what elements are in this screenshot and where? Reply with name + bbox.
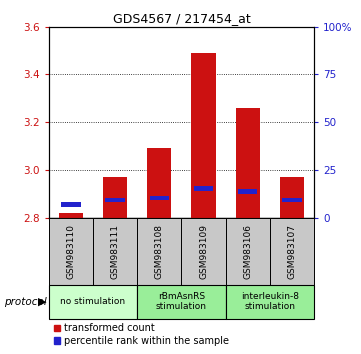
Bar <box>226 285 314 319</box>
Bar <box>49 285 137 319</box>
Text: ▶: ▶ <box>38 297 47 307</box>
Text: GSM983108: GSM983108 <box>155 224 164 279</box>
Bar <box>105 198 125 202</box>
Text: GSM983106: GSM983106 <box>243 224 252 279</box>
Text: GSM983109: GSM983109 <box>199 224 208 279</box>
Bar <box>49 218 93 285</box>
Bar <box>270 218 314 285</box>
Bar <box>226 218 270 285</box>
Text: GSM983111: GSM983111 <box>110 224 119 279</box>
Text: GSM983110: GSM983110 <box>66 224 75 279</box>
Text: GSM983107: GSM983107 <box>287 224 296 279</box>
Bar <box>147 148 171 218</box>
Bar <box>238 189 257 194</box>
Bar <box>103 177 127 218</box>
Legend: transformed count, percentile rank within the sample: transformed count, percentile rank withi… <box>53 324 229 346</box>
Title: GDS4567 / 217454_at: GDS4567 / 217454_at <box>113 12 250 25</box>
Bar <box>194 187 213 191</box>
Bar <box>93 218 137 285</box>
Bar <box>149 196 169 200</box>
Bar <box>282 198 302 202</box>
Bar <box>280 177 304 218</box>
Bar <box>59 213 83 218</box>
Text: interleukin-8
stimulation: interleukin-8 stimulation <box>241 292 299 312</box>
Bar <box>236 108 260 218</box>
Bar <box>137 218 182 285</box>
Text: rBmAsnRS
stimulation: rBmAsnRS stimulation <box>156 292 207 312</box>
Text: protocol: protocol <box>4 297 46 307</box>
Bar <box>181 218 226 285</box>
Bar <box>137 285 226 319</box>
Bar <box>191 53 216 218</box>
Text: no stimulation: no stimulation <box>60 297 126 306</box>
Bar <box>61 202 81 207</box>
